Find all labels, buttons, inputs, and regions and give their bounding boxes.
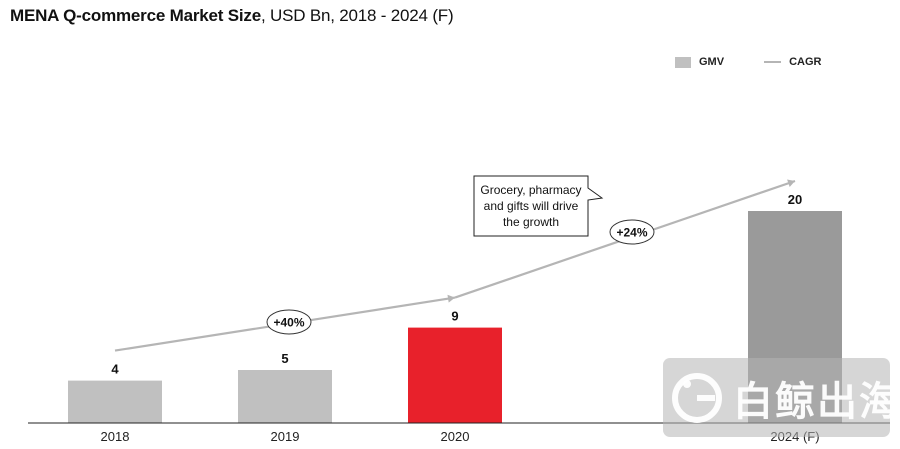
bar-2018: [68, 380, 162, 423]
bar-2019: [238, 370, 332, 423]
legend-gmv-swatch: [675, 56, 691, 68]
bar-2020: [408, 327, 502, 423]
growth-callout-text: Grocery, pharmacy and gifts will drive t…: [480, 183, 582, 229]
cagr-arrow-1-arrowhead: [447, 294, 455, 303]
growth-callout: Grocery, pharmacy and gifts will drive t…: [474, 176, 588, 236]
chart-title-bold: MENA Q-commerce Market Size: [10, 6, 261, 25]
cagr-label-2: +24%: [616, 226, 647, 240]
legend: GMV CAGR: [675, 56, 821, 68]
chart-title: MENA Q-commerce Market Size, USD Bn, 201…: [10, 6, 454, 26]
data-label-2019: 5: [281, 351, 288, 366]
x-tick-2020: 2020: [441, 429, 470, 444]
callout-box: [473, 175, 604, 237]
watermark-text: 白鲸出海: [733, 379, 900, 424]
legend-gmv-label: GMV: [699, 56, 725, 68]
cagr-arrow-2-arrowhead: [787, 179, 795, 188]
cagr-label-1: +40%: [273, 316, 304, 330]
legend-cagr-label: CAGR: [789, 56, 822, 68]
data-label-2024 (F): 20: [788, 192, 802, 207]
chart-title-rest: , USD Bn, 2018 - 2024 (F): [260, 6, 454, 25]
x-tick-2018: 2018: [101, 429, 130, 444]
x-tick-2019: 2019: [271, 429, 300, 444]
data-label-2018: 4: [111, 362, 119, 377]
watermark: 白鲸出海: [663, 358, 899, 437]
cagr-bubble-2: [609, 219, 655, 245]
data-label-2020: 9: [451, 309, 458, 324]
whale-logo-icon: [672, 373, 722, 423]
legend-cagr-line: [764, 61, 782, 63]
cagr-bubble-1: [266, 309, 312, 335]
